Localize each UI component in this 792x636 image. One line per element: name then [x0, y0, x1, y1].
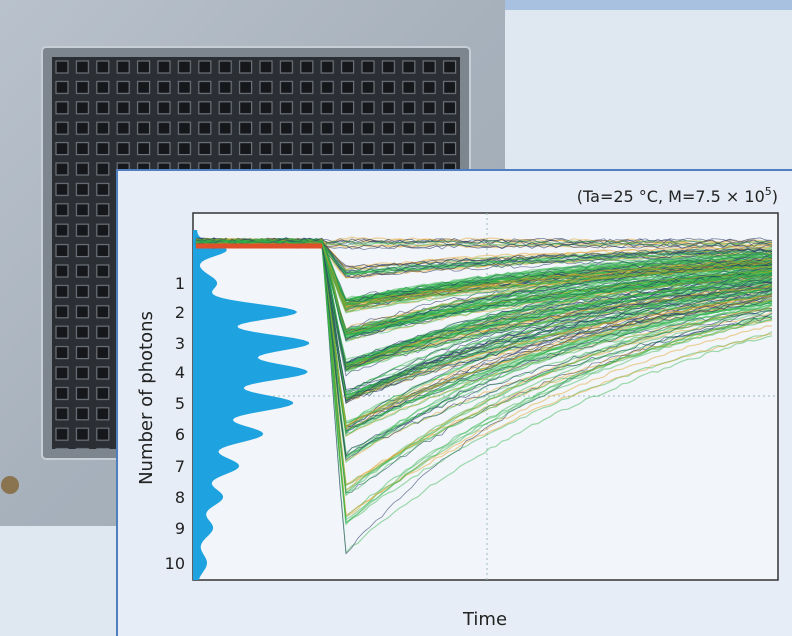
y-label: 10 [165, 554, 185, 573]
y-label: 3 [175, 334, 185, 353]
y-label: 8 [175, 488, 185, 507]
scene: (Ta=25 °C, M=7.5 × 105) Number of photon… [0, 0, 792, 636]
plot [193, 213, 778, 580]
y-label: 9 [175, 519, 185, 538]
y-label: 1 [175, 274, 185, 293]
screw [1, 476, 19, 494]
page: {"annotation": {"prefix": "(Ta=25 °C, M=… [0, 0, 792, 636]
y-label: 5 [175, 394, 185, 413]
annotation: (Ta=25 °C, M=7.5 × 105) [577, 185, 778, 206]
y-axis-label: Number of photons [136, 311, 157, 485]
y-label: 6 [175, 425, 185, 444]
y-label: 2 [175, 303, 185, 322]
top-band [505, 0, 792, 10]
y-label: 7 [175, 457, 185, 476]
x-axis-label: Time [462, 609, 507, 630]
y-label: 4 [175, 363, 185, 382]
